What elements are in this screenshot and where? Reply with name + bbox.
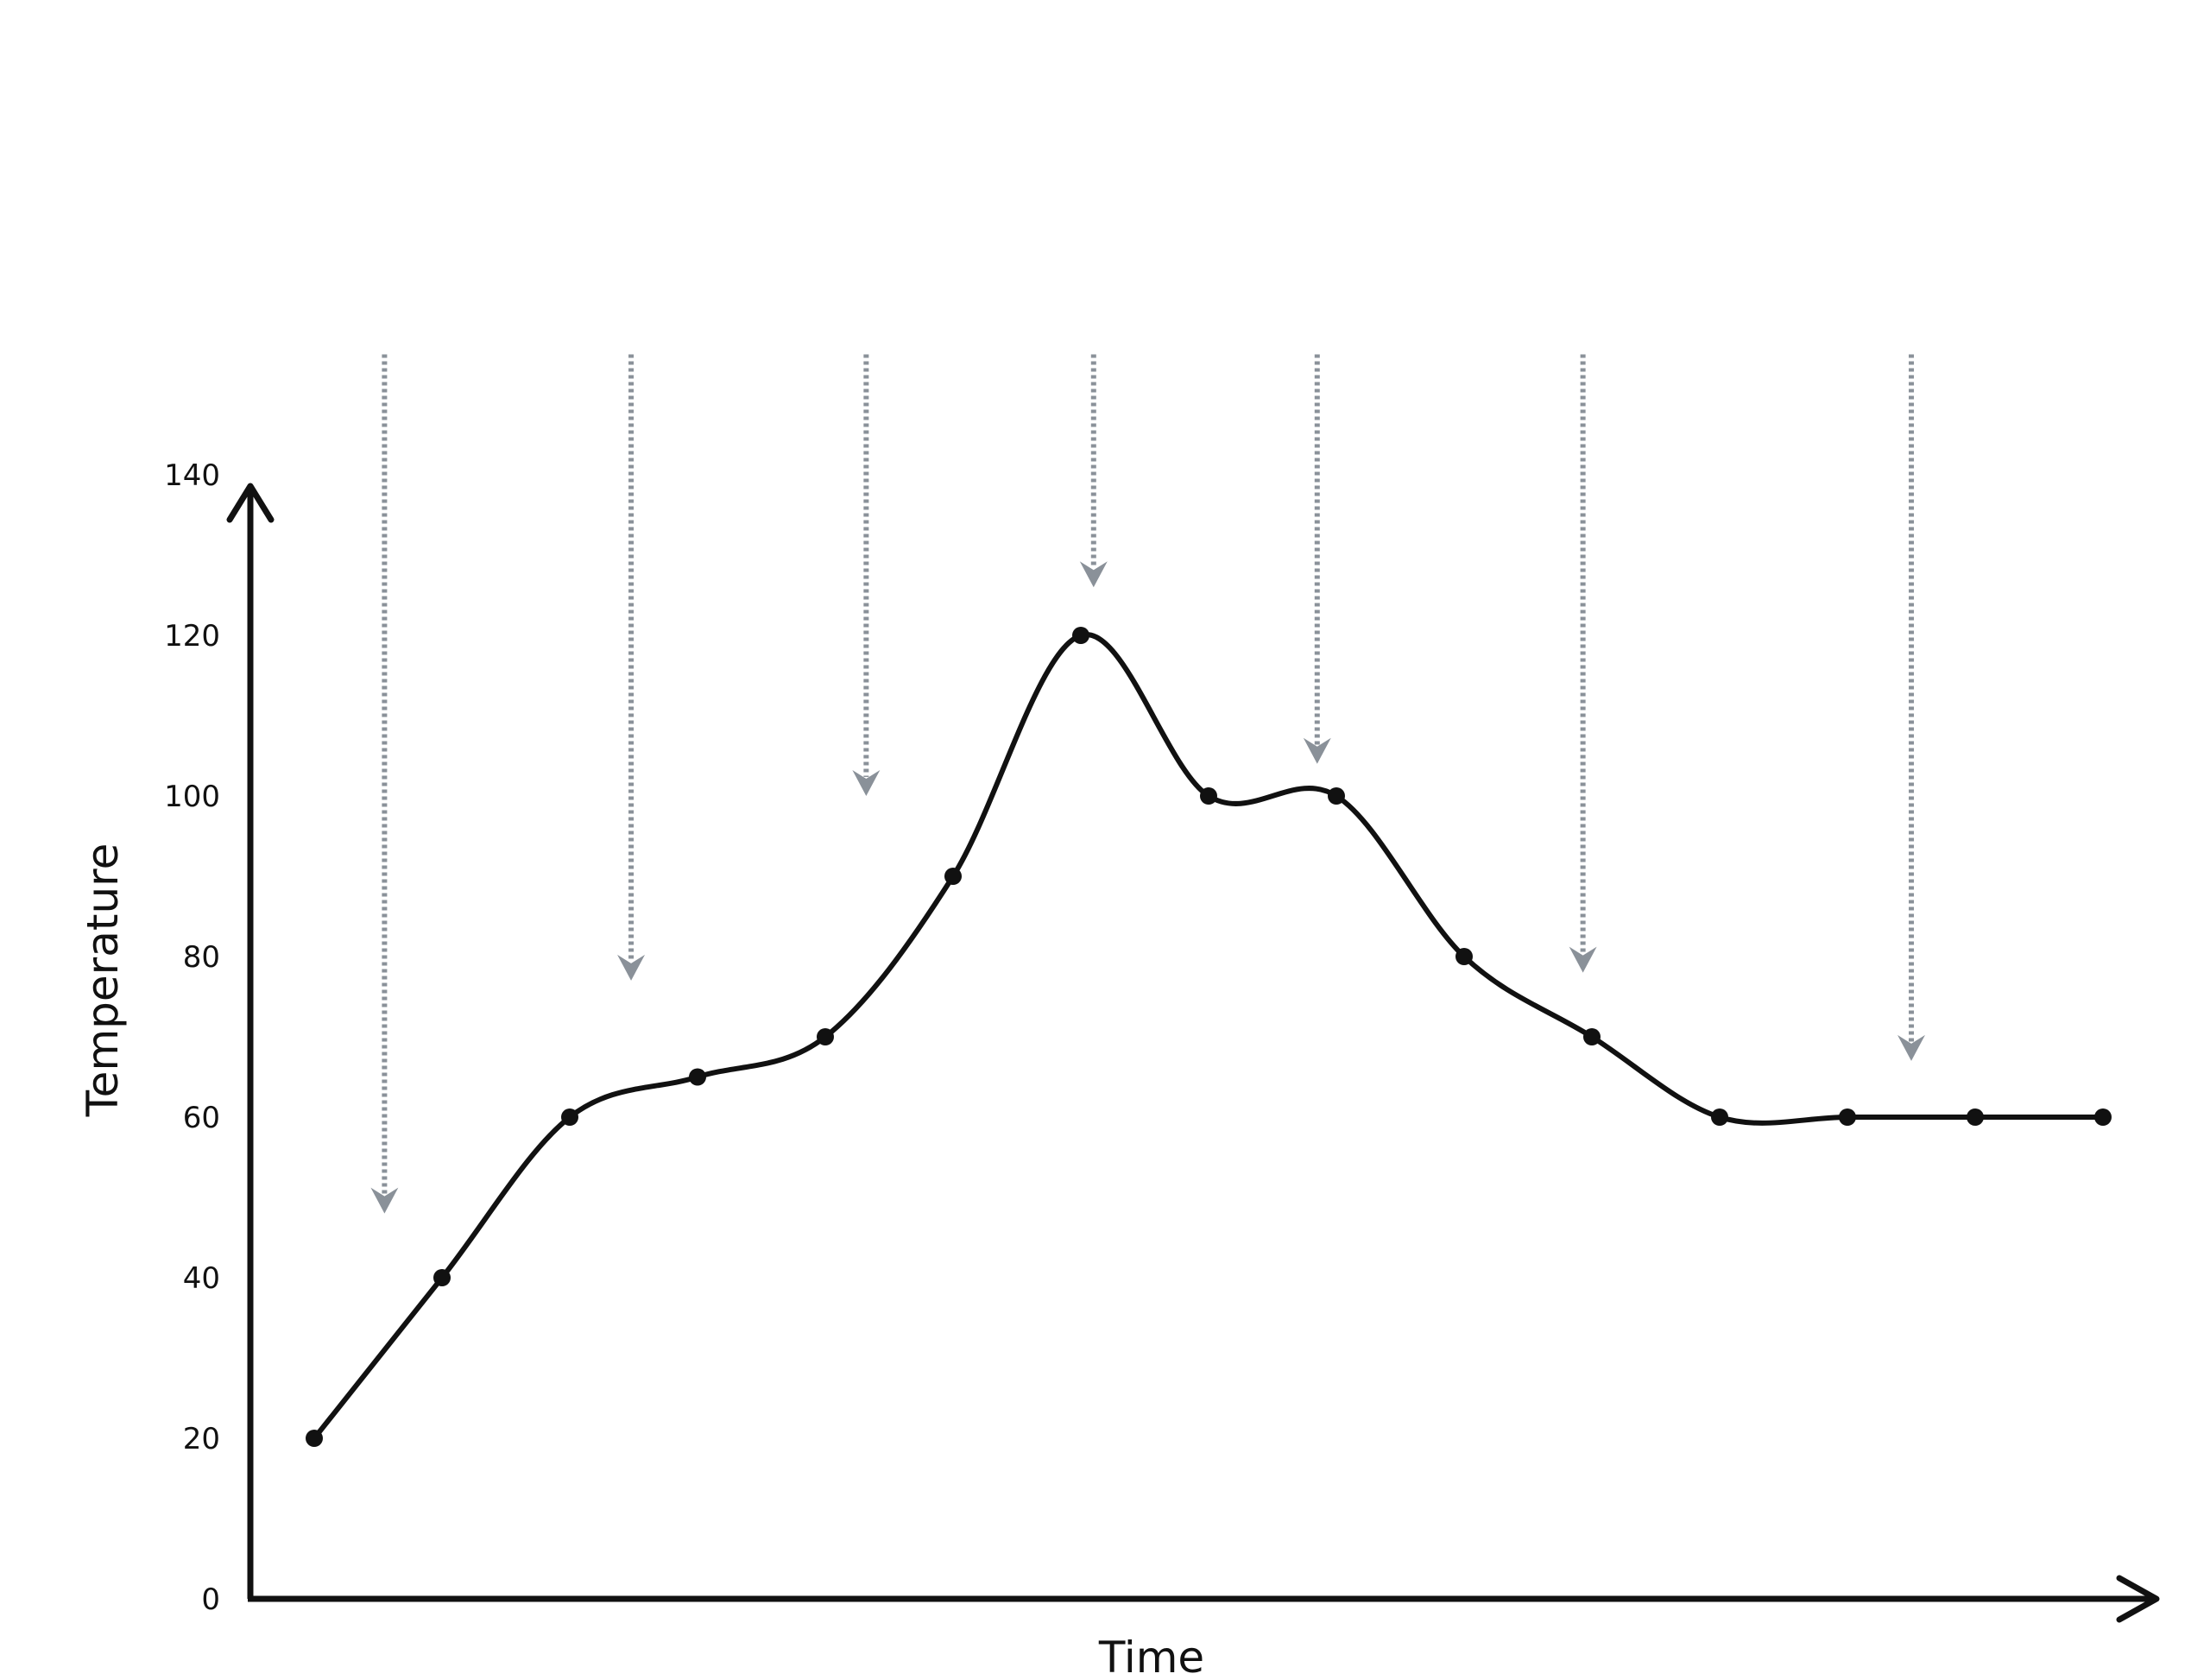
y-tick-label: 120 bbox=[164, 619, 220, 654]
annotation-arrow-head bbox=[1569, 946, 1597, 973]
y-tick-label: 100 bbox=[164, 780, 220, 814]
annotation-arrow bbox=[1897, 354, 1925, 1061]
annotation-arrow-head bbox=[1303, 737, 1331, 764]
y-tick-label: 140 bbox=[164, 458, 220, 493]
data-point bbox=[1967, 1108, 1984, 1126]
data-point bbox=[1455, 948, 1473, 965]
data-point bbox=[2094, 1108, 2112, 1126]
temperature-line bbox=[312, 632, 2106, 1441]
data-point bbox=[689, 1068, 706, 1086]
annotation-arrow-head bbox=[617, 954, 646, 981]
y-tick-labels: 0 20 40 60 80 100 120 140 bbox=[164, 458, 220, 1617]
x-axis-label: Time bbox=[1098, 1633, 1204, 1680]
data-point bbox=[1839, 1108, 1856, 1126]
annotation-arrows bbox=[370, 354, 1925, 1214]
data-point bbox=[1200, 787, 1217, 805]
annotation-arrow bbox=[370, 354, 399, 1214]
annotation-arrow-head bbox=[1897, 1034, 1925, 1061]
y-tick-label: 60 bbox=[183, 1101, 220, 1135]
data-point bbox=[561, 1108, 578, 1126]
annotation-arrow bbox=[852, 354, 881, 796]
y-tick-label: 40 bbox=[183, 1261, 220, 1296]
axes bbox=[226, 483, 2160, 1623]
data-point bbox=[306, 1430, 323, 1447]
data-points bbox=[306, 627, 2112, 1447]
annotation-arrow-head bbox=[370, 1187, 399, 1214]
annotation-arrow bbox=[1569, 354, 1597, 973]
annotation-arrow bbox=[1303, 354, 1331, 764]
y-tick-label: 20 bbox=[183, 1422, 220, 1456]
x-axis-arrowhead bbox=[2116, 1575, 2160, 1623]
y-tick-label: 80 bbox=[183, 940, 220, 975]
annotation-arrow-head bbox=[852, 770, 881, 796]
annotation-arrow bbox=[1079, 354, 1108, 588]
annotation-arrow-head bbox=[1079, 561, 1108, 588]
series bbox=[312, 632, 2106, 1441]
y-axis-arrowhead bbox=[226, 483, 275, 523]
y-tick-label: 0 bbox=[201, 1582, 220, 1617]
data-point bbox=[1072, 627, 1089, 644]
data-point bbox=[1711, 1108, 1728, 1126]
data-point bbox=[1583, 1028, 1601, 1045]
y-axis-label: Temperature bbox=[78, 843, 128, 1118]
data-point bbox=[944, 868, 962, 885]
data-point bbox=[433, 1269, 451, 1286]
data-point bbox=[1328, 787, 1345, 805]
annotation-arrow bbox=[617, 354, 646, 981]
data-point bbox=[817, 1028, 834, 1045]
